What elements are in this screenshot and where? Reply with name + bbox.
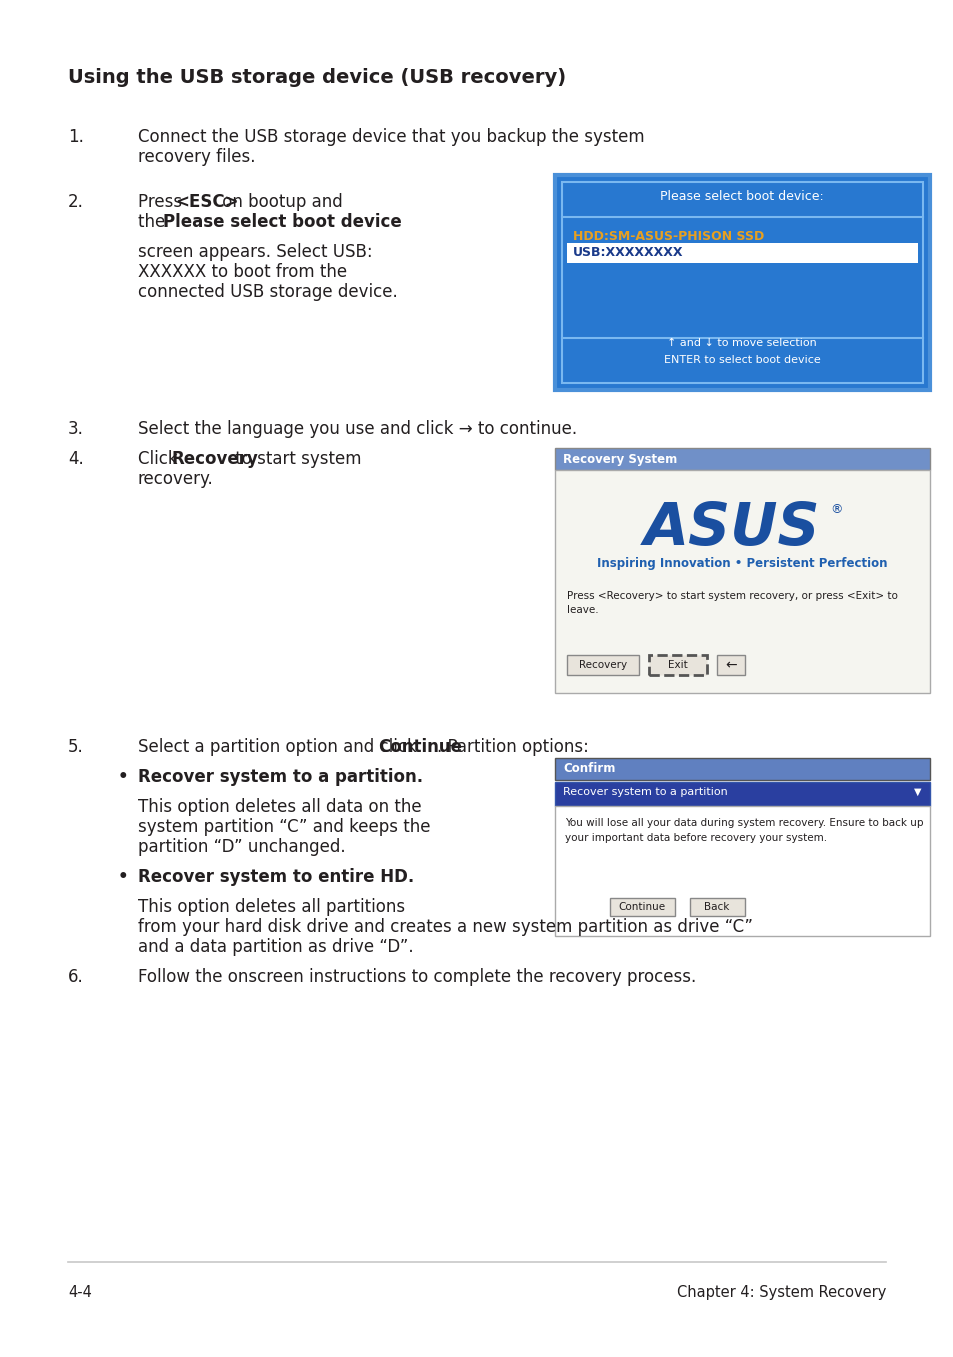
FancyBboxPatch shape (555, 175, 929, 389)
Text: and a data partition as drive “D”.: and a data partition as drive “D”. (138, 938, 414, 955)
FancyBboxPatch shape (555, 448, 929, 470)
FancyBboxPatch shape (555, 759, 929, 780)
FancyBboxPatch shape (555, 470, 929, 693)
Text: on bootup and: on bootup and (216, 193, 342, 210)
Text: Confirm: Confirm (562, 763, 615, 775)
Text: your important data before recovery your system.: your important data before recovery your… (564, 833, 826, 843)
Text: •: • (118, 768, 129, 786)
Text: 5.: 5. (68, 738, 84, 756)
Text: Press <Recovery> to start system recovery, or press <Exit> to: Press <Recovery> to start system recover… (566, 592, 897, 601)
Text: ▼: ▼ (913, 787, 921, 797)
Text: ASUS: ASUS (643, 499, 820, 556)
Text: Recovery: Recovery (578, 660, 626, 670)
Text: USB:XXXXXXXX: USB:XXXXXXXX (573, 247, 682, 259)
Text: HDD:SM-ASUS-PHISON SSD: HDD:SM-ASUS-PHISON SSD (573, 231, 763, 243)
Text: 6.: 6. (68, 968, 84, 987)
Text: This option deletes all partitions: This option deletes all partitions (138, 898, 405, 916)
FancyBboxPatch shape (566, 655, 639, 674)
FancyBboxPatch shape (609, 898, 675, 916)
Text: ®: ® (830, 503, 842, 517)
Text: Click: Click (138, 451, 183, 468)
Text: Continue: Continue (618, 902, 665, 912)
Text: Recovery: Recovery (172, 451, 258, 468)
Text: Follow the onscreen instructions to complete the recovery process.: Follow the onscreen instructions to comp… (138, 968, 696, 987)
Text: 3.: 3. (68, 421, 84, 438)
Text: ENTER to select boot device: ENTER to select boot device (663, 356, 820, 365)
Text: Recover system to a partition.: Recover system to a partition. (138, 768, 423, 786)
Text: Please select boot device:: Please select boot device: (659, 190, 823, 204)
Text: from your hard disk drive and creates a new system partition as drive “C”: from your hard disk drive and creates a … (138, 917, 752, 936)
Text: <ESC>: <ESC> (174, 193, 238, 210)
Text: Please select boot device: Please select boot device (163, 213, 401, 231)
Text: 4-4: 4-4 (68, 1285, 91, 1300)
FancyBboxPatch shape (555, 806, 929, 936)
FancyBboxPatch shape (648, 655, 706, 674)
Text: This option deletes all data on the: This option deletes all data on the (138, 798, 421, 816)
Text: Recover system to a partition: Recover system to a partition (562, 787, 727, 797)
Text: Select the language you use and click → to continue.: Select the language you use and click → … (138, 421, 577, 438)
Text: screen appears. Select USB:: screen appears. Select USB: (138, 243, 373, 261)
Text: the: the (138, 213, 171, 231)
Text: recovery files.: recovery files. (138, 148, 255, 166)
Text: Select a partition option and click: Select a partition option and click (138, 738, 421, 756)
Text: Recovery System: Recovery System (562, 452, 677, 465)
Text: Recover system to entire HD.: Recover system to entire HD. (138, 868, 414, 886)
Text: Connect the USB storage device that you backup the system: Connect the USB storage device that you … (138, 128, 644, 147)
Text: 4.: 4. (68, 451, 84, 468)
Text: Continue: Continue (377, 738, 461, 756)
Text: Using the USB storage device (USB recovery): Using the USB storage device (USB recove… (68, 68, 565, 87)
Text: You will lose all your data during system recovery. Ensure to back up: You will lose all your data during syste… (564, 818, 923, 828)
Text: Chapter 4: System Recovery: Chapter 4: System Recovery (676, 1285, 885, 1300)
Text: to start system: to start system (230, 451, 361, 468)
Text: ←: ← (724, 658, 736, 672)
Text: system partition “C” and keeps the: system partition “C” and keeps the (138, 818, 430, 836)
Text: connected USB storage device.: connected USB storage device. (138, 284, 397, 301)
Text: recovery.: recovery. (138, 470, 213, 489)
FancyBboxPatch shape (717, 655, 744, 674)
FancyBboxPatch shape (555, 782, 929, 806)
FancyBboxPatch shape (689, 898, 744, 916)
Text: 2.: 2. (68, 193, 84, 210)
Text: Press: Press (138, 193, 187, 210)
Text: leave.: leave. (566, 605, 598, 615)
Text: Back: Back (703, 902, 729, 912)
Text: Exit: Exit (667, 660, 687, 670)
Text: ↑ and ↓ to move selection: ↑ and ↓ to move selection (666, 338, 816, 347)
Text: XXXXXX to boot from the: XXXXXX to boot from the (138, 263, 347, 281)
Text: partition “D” unchanged.: partition “D” unchanged. (138, 839, 345, 856)
Text: Inspiring Innovation • Persistent Perfection: Inspiring Innovation • Persistent Perfec… (597, 556, 886, 570)
Text: 1.: 1. (68, 128, 84, 147)
FancyBboxPatch shape (566, 243, 917, 263)
Text: •: • (118, 868, 129, 886)
Text: . Partition options:: . Partition options: (436, 738, 588, 756)
